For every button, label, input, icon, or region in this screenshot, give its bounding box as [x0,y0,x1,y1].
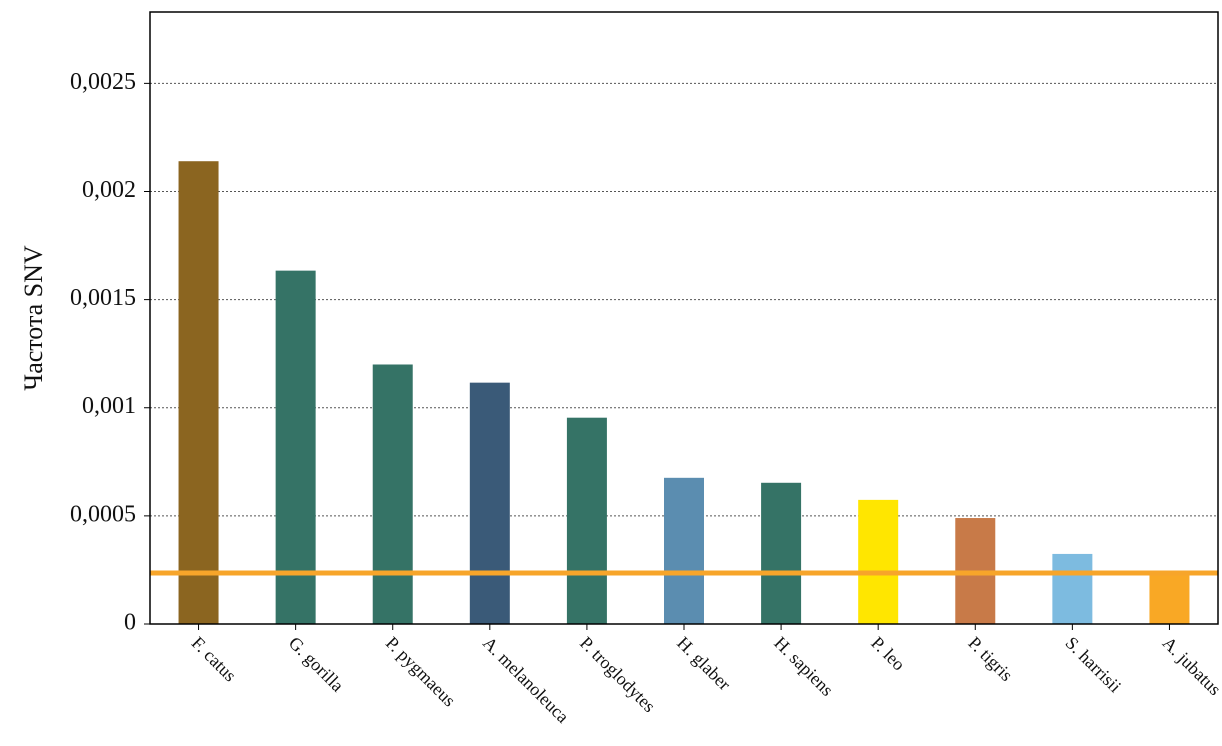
bar [1052,553,1093,624]
y-tick-label: 0,0015 [70,285,136,311]
bar [858,499,899,624]
x-tick-label: A. jubatus [1159,633,1222,699]
y-tick-label: 0,002 [82,177,136,203]
bar [1149,571,1190,624]
y-tick-label: 0,001 [82,393,136,419]
bar [275,270,316,624]
x-tick-label: H. glaber [673,633,735,695]
x-tick-label: S. harrisii [1062,633,1126,697]
bar [761,482,802,624]
x-tick-label: F. catus [188,633,241,686]
x-tick-label: H. sapiens [770,633,837,700]
x-tick-label: P. pygmaeus [382,633,460,711]
bar [178,161,219,624]
y-tick-label: 0 [124,610,136,636]
x-tick-label: G. gorilla [285,633,348,696]
y-tick-label: 0,0025 [70,69,136,95]
bar [664,477,704,624]
bar [566,417,607,624]
x-tick-label: A. melanoleuca [479,633,573,727]
y-tick-label: 0,0005 [70,501,136,527]
plot-frame [149,11,1219,625]
x-tick-label: P. leo [867,633,909,675]
bar [469,382,510,624]
y-axis-label: Частота SNV [19,245,48,391]
x-tick-label: P. troglodytes [576,633,659,716]
bar [372,364,413,624]
x-tick-label: P. tigris [964,633,1016,685]
